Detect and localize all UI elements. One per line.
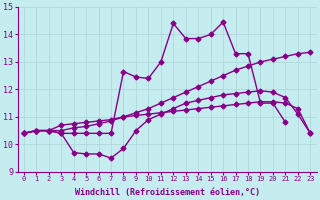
- X-axis label: Windchill (Refroidissement éolien,°C): Windchill (Refroidissement éolien,°C): [75, 188, 260, 197]
